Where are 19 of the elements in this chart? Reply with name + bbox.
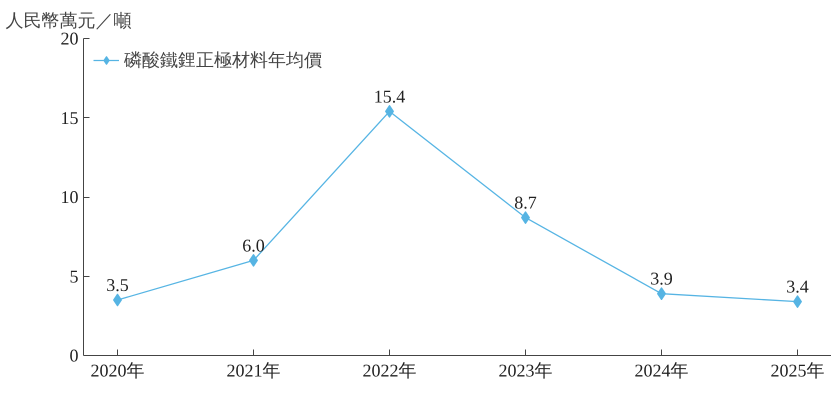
y-tick-label: 10	[60, 187, 78, 207]
y-tick-label: 20	[60, 28, 78, 48]
x-tick-label: 2022年	[362, 360, 416, 380]
data-label: 6.0	[242, 235, 265, 256]
y-tick-label: 5	[70, 266, 78, 286]
data-label: 8.7	[514, 192, 537, 213]
y-tick-label: 15	[60, 108, 78, 128]
data-label: 15.4	[374, 86, 406, 106]
x-tick-label: 2023年	[498, 360, 552, 380]
data-label: 3.4	[786, 276, 809, 297]
x-tick-label: 2024年	[634, 360, 688, 380]
x-tick-label: 2020年	[90, 360, 144, 380]
x-tick-label: 2025年	[770, 360, 824, 380]
data-label: 3.5	[106, 275, 129, 296]
legend-label: 磷酸鐵鋰正極材料年均價	[124, 49, 322, 72]
x-tick-label: 2021年	[226, 360, 280, 380]
y-axis-title: 人民幣萬元／噸	[6, 10, 132, 30]
data-label: 3.9	[650, 268, 673, 289]
y-tick-label: 0	[70, 346, 78, 366]
